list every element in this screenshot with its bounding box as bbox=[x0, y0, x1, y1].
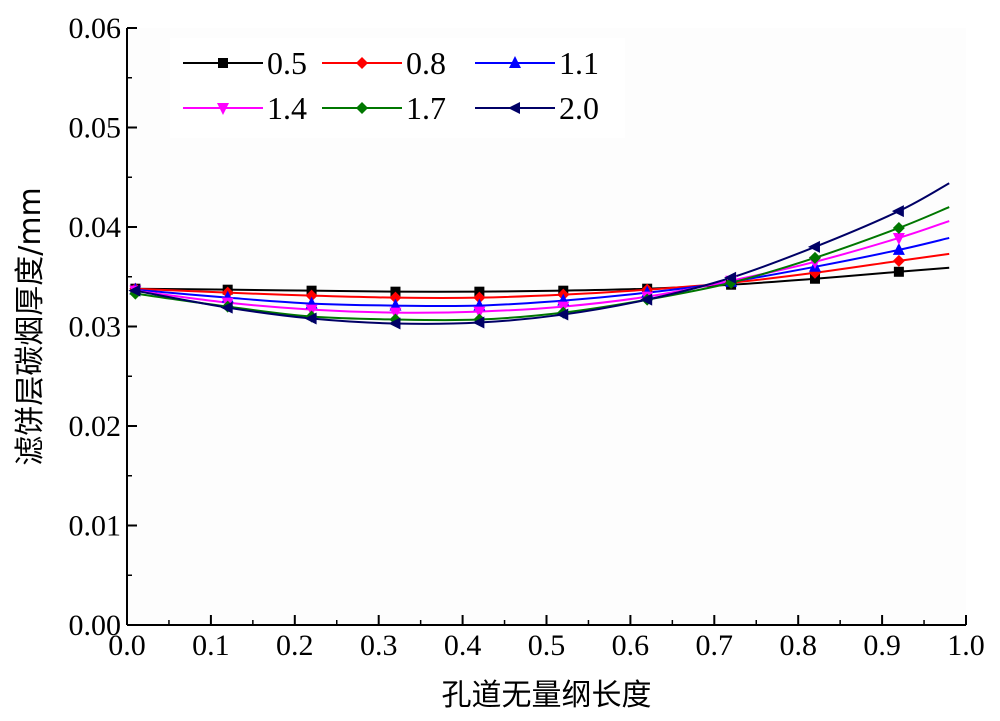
x-tick-label: 0.2 bbox=[276, 629, 314, 662]
legend-marker bbox=[356, 102, 368, 114]
y-tick-label: 0.06 bbox=[69, 12, 122, 45]
x-tick-label: 0.0 bbox=[108, 629, 146, 662]
x-tick-label: 1.0 bbox=[947, 629, 985, 662]
y-tick-label: 0.02 bbox=[69, 410, 122, 443]
y-tick-label: 0.05 bbox=[69, 112, 122, 145]
data-point-0.8 bbox=[892, 254, 905, 267]
data-point-2.0 bbox=[724, 271, 737, 284]
data-point-2.0 bbox=[128, 284, 141, 297]
legend-label: 1.1 bbox=[559, 45, 599, 81]
y-tick-label: 0.03 bbox=[69, 311, 122, 344]
legend-marker bbox=[509, 56, 521, 68]
data-point-0.8 bbox=[389, 291, 402, 304]
x-tick-label: 0.1 bbox=[192, 629, 230, 662]
legend-marker bbox=[508, 102, 520, 114]
data-point-2.0 bbox=[388, 317, 401, 330]
series-markers bbox=[128, 205, 905, 330]
data-point-0.8 bbox=[473, 291, 486, 304]
x-tick-label: 0.5 bbox=[528, 629, 566, 662]
legend-marker bbox=[217, 103, 229, 115]
legend-label: 0.5 bbox=[267, 45, 307, 81]
legend-background bbox=[170, 38, 625, 138]
data-point-0.8 bbox=[305, 289, 318, 302]
legend-label: 2.0 bbox=[559, 90, 599, 126]
legend-label: 1.7 bbox=[406, 90, 446, 126]
data-point-2.0 bbox=[640, 293, 653, 306]
data-point-2.0 bbox=[472, 316, 485, 329]
legend-label: 1.4 bbox=[267, 90, 307, 126]
x-tick-label: 0.4 bbox=[444, 629, 482, 662]
y-axis-label: 滤饼层碳烟厚度/mm bbox=[13, 187, 48, 466]
x-ticks: 0.0 0.1 0.2 0.3 0.4 0.5 0.6 0.7 0.8 0.9 1.0 bbox=[108, 615, 985, 662]
x-tick-label: 0.3 bbox=[360, 629, 398, 662]
x-axis-label: 孔道无量纲长度 bbox=[442, 678, 652, 713]
data-point-2.0 bbox=[220, 301, 233, 314]
data-point-1.7 bbox=[808, 251, 821, 264]
x-tick-label: 0.7 bbox=[696, 629, 734, 662]
y-tick-label: 0.01 bbox=[69, 510, 122, 543]
data-point-1.4 bbox=[892, 232, 905, 245]
data-point-2.0 bbox=[807, 240, 820, 253]
data-point-1.7 bbox=[892, 221, 905, 234]
data-point-2.0 bbox=[556, 308, 569, 321]
legend-label: 0.8 bbox=[406, 45, 446, 81]
y-tick-label: 0.04 bbox=[69, 211, 122, 244]
legend-marker bbox=[356, 57, 368, 69]
legend: 0.5 0.8 1.1 1.4 1.7 2.0 bbox=[170, 38, 625, 138]
data-point-2.0 bbox=[891, 205, 904, 218]
x-tick-label: 0.8 bbox=[779, 629, 817, 662]
data-point-1.4 bbox=[473, 306, 486, 319]
y-ticks: 0.00 0.01 0.02 0.03 0.04 0.05 0.06 bbox=[69, 12, 137, 642]
data-point-1.1 bbox=[892, 242, 905, 255]
data-point-2.0 bbox=[304, 312, 317, 325]
data-point-0.5 bbox=[893, 266, 904, 277]
x-tick-label: 0.6 bbox=[612, 629, 650, 662]
y-tick-label: 0.00 bbox=[69, 609, 122, 642]
x-tick-label: 0.9 bbox=[863, 629, 901, 662]
legend-marker bbox=[218, 58, 228, 68]
